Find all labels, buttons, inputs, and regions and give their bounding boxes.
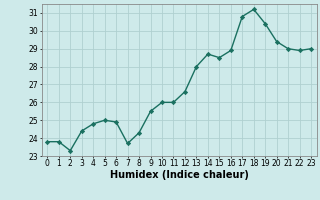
X-axis label: Humidex (Indice chaleur): Humidex (Indice chaleur) (110, 170, 249, 180)
